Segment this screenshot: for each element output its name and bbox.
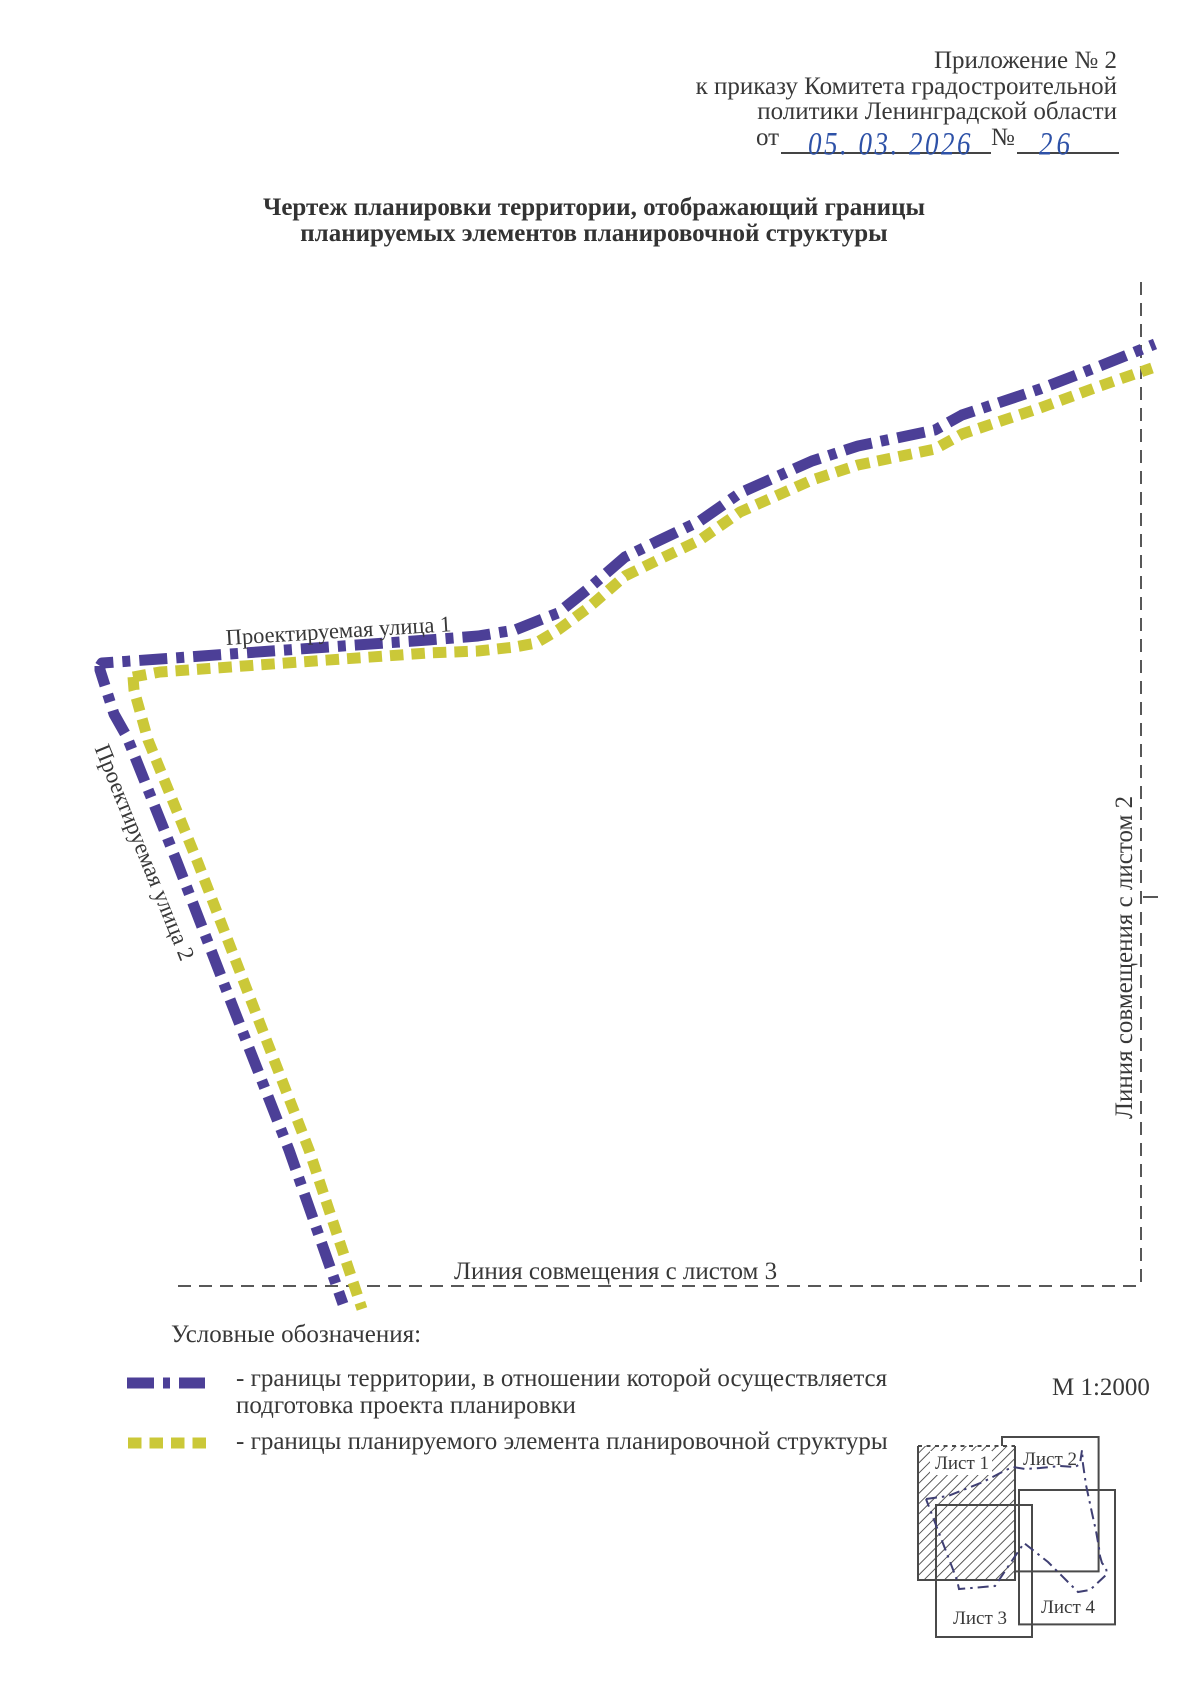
svg-text:Лист 4: Лист 4: [1041, 1597, 1096, 1618]
svg-text:Лист 2: Лист 2: [1023, 1449, 1077, 1470]
svg-text:Лист 1: Лист 1: [935, 1453, 989, 1474]
svg-text:Лист 3: Лист 3: [953, 1608, 1007, 1629]
